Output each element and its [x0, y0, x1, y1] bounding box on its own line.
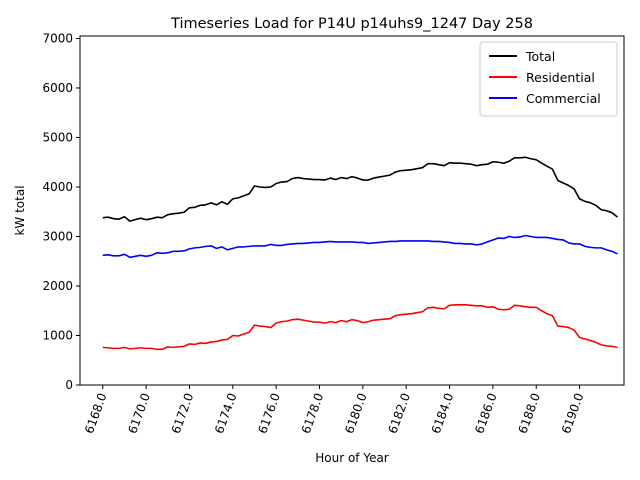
series-layer: [102, 156, 619, 351]
legend-label-total: Total: [525, 49, 555, 64]
legend: Total Residential Commercial: [479, 41, 618, 117]
y-tick-label: 4000: [42, 180, 73, 194]
series-line-total: [102, 156, 619, 222]
legend-label-residential: Residential: [526, 70, 595, 85]
y-axis: 0 1000 2000 3000 4000 5000 6000 7000: [42, 31, 80, 392]
y-tick-label: 3000: [42, 229, 73, 243]
chart-title: Timeseries Load for P14U p14uhs9_1247 Da…: [170, 16, 533, 32]
axes-frame: [79, 35, 625, 386]
y-tick-label: 6000: [42, 81, 73, 95]
y-tick-label: 2000: [42, 279, 73, 293]
y-tick-label: 5000: [42, 130, 73, 144]
legend-label-commercial: Commercial: [526, 91, 601, 106]
y-tick-label: 1000: [42, 328, 73, 342]
x-axis-label: Hour of Year: [315, 451, 389, 465]
series-line-commercial: [102, 234, 618, 259]
y-axis-label: kW total: [13, 185, 27, 235]
y-tick-label: 7000: [42, 31, 73, 45]
series-line-residential: [102, 303, 618, 351]
y-tick-label: 0: [65, 378, 73, 392]
